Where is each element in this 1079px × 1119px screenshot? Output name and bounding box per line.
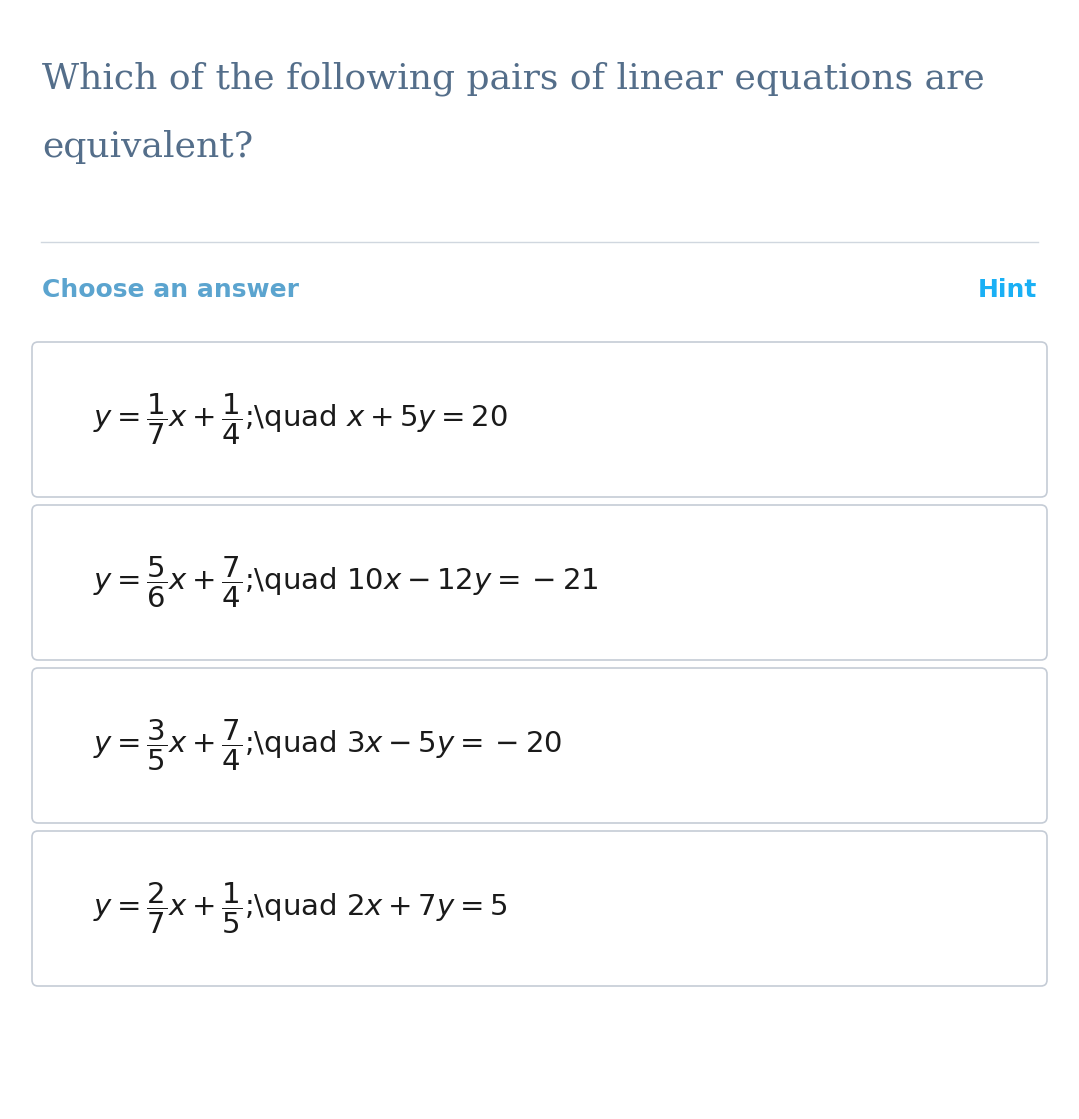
Text: $y = \dfrac{2}{7}x + \dfrac{1}{5}$;\quad $2x + 7y = 5$: $y = \dfrac{2}{7}x + \dfrac{1}{5}$;\quad… [93,881,507,937]
Text: Which of the following pairs of linear equations are: Which of the following pairs of linear e… [42,62,985,96]
FancyBboxPatch shape [32,342,1047,497]
FancyBboxPatch shape [32,505,1047,660]
Text: equivalent?: equivalent? [42,130,254,164]
Text: $y = \dfrac{3}{5}x + \dfrac{7}{4}$;\quad $3x - 5y = -20$: $y = \dfrac{3}{5}x + \dfrac{7}{4}$;\quad… [93,718,562,773]
Text: Choose an answer: Choose an answer [42,278,299,302]
FancyBboxPatch shape [32,831,1047,986]
Text: Hint: Hint [978,278,1037,302]
FancyBboxPatch shape [32,668,1047,822]
Text: $y = \dfrac{5}{6}x + \dfrac{7}{4}$;\quad $10x - 12y = -21$: $y = \dfrac{5}{6}x + \dfrac{7}{4}$;\quad… [93,555,599,610]
Text: $y = \dfrac{1}{7}x + \dfrac{1}{4}$;\quad $x + 5y = 20$: $y = \dfrac{1}{7}x + \dfrac{1}{4}$;\quad… [93,392,508,448]
